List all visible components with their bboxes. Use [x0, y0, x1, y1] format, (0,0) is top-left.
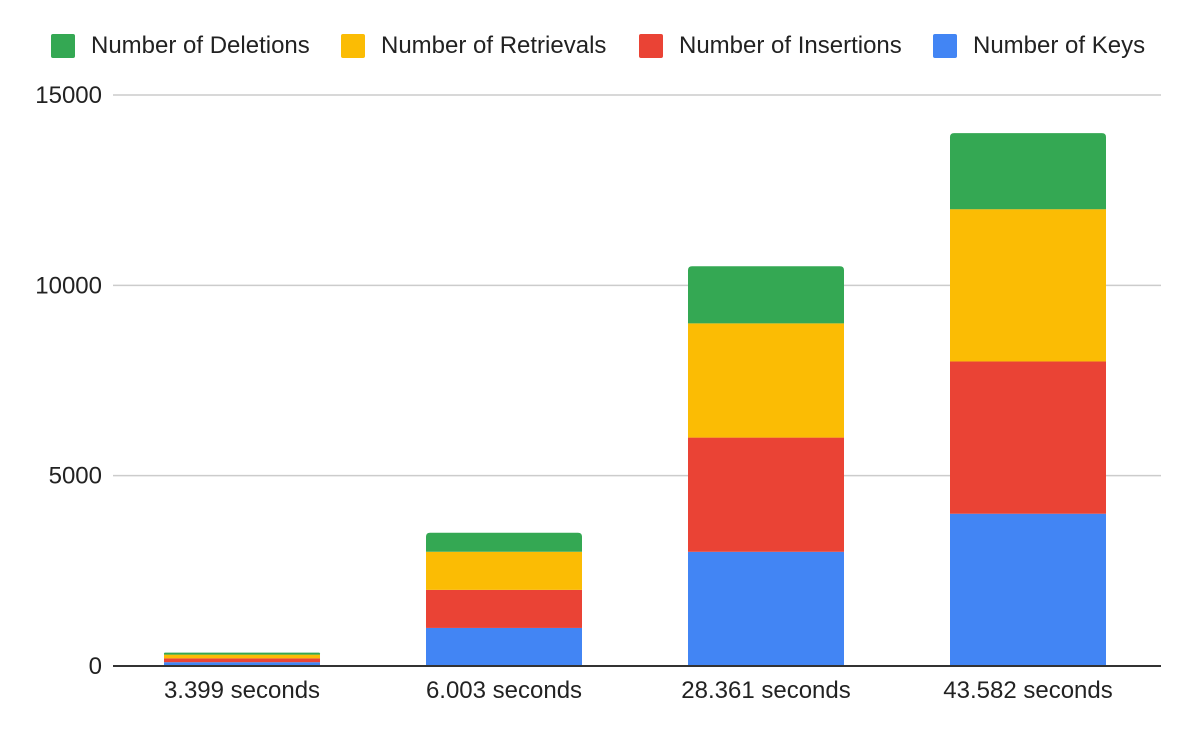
bar-segment	[164, 658, 320, 663]
bar-segment	[688, 266, 844, 324]
legend-swatch-deletions	[51, 34, 75, 58]
bar-segment	[426, 532, 582, 552]
legend-item-insertions: Number of Insertions	[639, 30, 902, 62]
legend-item-keys: Number of Keys	[933, 30, 1145, 62]
bar-segment	[164, 662, 320, 666]
y-tick-label: 15000	[35, 82, 102, 109]
y-tick-label: 10000	[35, 272, 102, 299]
bar-segment	[426, 551, 582, 590]
y-tick-label: 5000	[49, 463, 102, 490]
legend-label-insertions: Number of Insertions	[679, 32, 902, 59]
bar-segment	[688, 323, 844, 438]
bar-segment	[688, 551, 844, 666]
legend-swatch-keys	[933, 34, 957, 58]
legend-item-retrievals: Number of Retrievals	[341, 30, 606, 62]
legend-label-keys: Number of Keys	[973, 32, 1146, 59]
bar-segment	[950, 133, 1106, 210]
x-tick-label: 3.399 seconds	[164, 677, 320, 704]
x-tick-label: 43.582 seconds	[943, 677, 1112, 704]
legend-item-deletions: Number of Deletions	[51, 30, 310, 62]
bar-segment	[688, 437, 844, 552]
bar-segment	[950, 209, 1106, 362]
bar-segment	[950, 361, 1106, 514]
bar-segment	[164, 652, 320, 655]
bar-segment	[164, 654, 320, 659]
legend-label-deletions: Number of Deletions	[91, 32, 310, 59]
bar-segment	[426, 627, 582, 666]
legend-swatch-retrievals	[341, 34, 365, 58]
x-tick-label: 6.003 seconds	[426, 677, 582, 704]
bar-segment	[426, 589, 582, 628]
chart-legend: Number of Deletions Number of Retrievals…	[0, 30, 1188, 62]
x-tick-label: 28.361 seconds	[681, 677, 850, 704]
legend-swatch-insertions	[639, 34, 663, 58]
bar-segment	[950, 513, 1106, 666]
legend-label-retrievals: Number of Retrievals	[381, 32, 607, 59]
y-tick-label: 0	[89, 653, 102, 680]
